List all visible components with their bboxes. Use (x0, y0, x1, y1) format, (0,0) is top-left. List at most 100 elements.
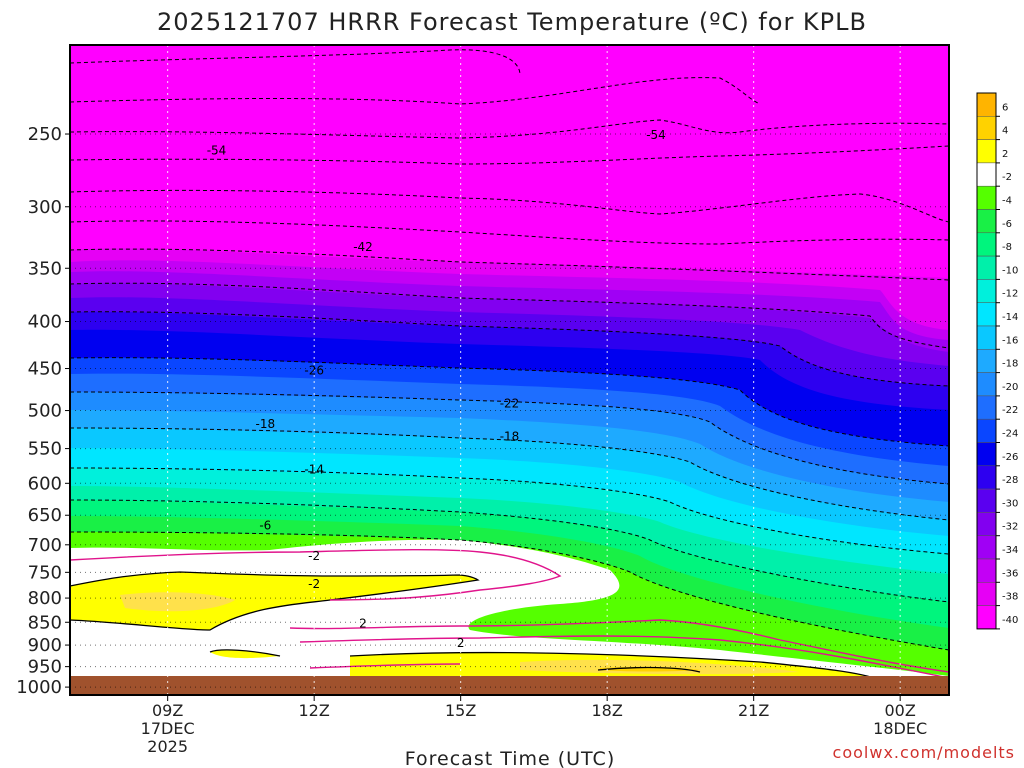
colorbar-swatch (976, 535, 997, 560)
credit-text: coolwx.com/modelts (833, 743, 1015, 762)
colorbar-label: -12 (1002, 289, 1018, 300)
colorbar-swatch (976, 349, 997, 373)
isotherm-label: -18 (256, 417, 276, 431)
y-tick-label: 250 (28, 124, 62, 145)
freezing-line (69, 548, 562, 601)
isotherm-line (69, 357, 950, 447)
isotherm-label: -18 (500, 429, 520, 443)
y-tick-label: 300 (28, 197, 62, 218)
band-plus2-to-4-upper (70, 572, 478, 630)
colorbar-label: -10 (1002, 265, 1018, 276)
isotherm-line (69, 467, 950, 555)
y-tick-label: 700 (28, 535, 62, 556)
grid-lines (70, 45, 949, 695)
isotherm-line (69, 189, 950, 223)
y-tick-label: 900 (28, 635, 62, 656)
x-tick-label: 12Z (299, 701, 330, 720)
isotherm-label: -2 (308, 577, 320, 591)
contour-line (209, 649, 281, 657)
y-tick-label: 950 (28, 657, 62, 678)
colorbar-label: 4 (1002, 126, 1008, 137)
plot-frame (69, 44, 950, 696)
colorbar-label: -28 (1002, 475, 1018, 486)
isotherm-line (69, 499, 950, 603)
contour-line (597, 666, 701, 673)
colorbar-label: -14 (1002, 312, 1018, 323)
contour-line (69, 571, 480, 631)
isotherm-label: -22 (500, 397, 520, 411)
isotherm-line (69, 248, 950, 281)
isotherm-labels: -54-54-42-26-22-18-18-14-6-2-222 (207, 128, 666, 650)
colorbar-label: 6 (1002, 102, 1008, 113)
colorbar-label: -32 (1002, 522, 1018, 533)
y-tick-label: 650 (28, 505, 62, 526)
colorbar-label: -36 (1002, 568, 1018, 579)
temperature-fill-bands (70, 45, 949, 696)
colorbar-label: -34 (1002, 545, 1018, 556)
colorbar-label: -22 (1002, 405, 1018, 416)
colorbar-swatch (976, 139, 997, 164)
colorbar-swatch (976, 512, 997, 536)
colorbar-label: -8 (1002, 242, 1012, 253)
colorbar-swatch (976, 488, 997, 513)
colorbar-swatch (976, 325, 997, 350)
y-tick-label: 600 (28, 473, 62, 494)
x-axis-label: Forecast Time (UTC) (405, 748, 615, 768)
colorbar-swatch (976, 418, 997, 443)
colorbar-swatch (976, 395, 997, 420)
y-tick-label: 450 (28, 359, 62, 380)
y-tick-label: 550 (28, 439, 62, 460)
colorbar-label: -26 (1002, 452, 1018, 463)
colorbar-swatch (976, 582, 997, 606)
colorbar-swatch (976, 209, 997, 234)
y-tick-label: 1000 (16, 677, 62, 698)
y-tick-label: 850 (28, 612, 62, 633)
colorbar-frame (976, 92, 997, 630)
colorbar-swatch (976, 279, 997, 303)
x-tick-label: 18Z (592, 701, 623, 720)
contour-line (349, 651, 881, 681)
isotherm-line (69, 427, 950, 521)
colorbar: 6 4 2 -2 -4 -6 -8 -10 -12 -14 -16 -18 -20 -22 -24 -26 -2… (976, 92, 1018, 630)
isotherm-line (69, 311, 950, 387)
freezing-line (309, 663, 461, 669)
isotherm-line (69, 145, 950, 165)
ground-surface (70, 676, 949, 695)
x-tick-label: 00Z (885, 701, 916, 720)
freezing-line (289, 619, 950, 673)
isotherm-label: -6 (259, 518, 271, 532)
x-tick-label: 17DEC (141, 719, 195, 738)
isotherm-line (69, 531, 950, 651)
colorbar-swatch (976, 442, 997, 467)
isotherm-label: -2 (308, 549, 320, 563)
chart-title: 2025121707 HRRR Forecast Temperature (ºC… (157, 8, 867, 36)
colorbar-swatch (976, 185, 997, 210)
colorbar-label: -2 (1002, 172, 1012, 183)
isotherm-line (69, 49, 521, 76)
isotherm-label: -26 (304, 363, 324, 377)
x-tick-label: 09Z (152, 701, 183, 720)
colorbar-swatch (976, 558, 997, 583)
y-axis-ticks: 2503003504004505005506006507007508008509… (16, 124, 70, 698)
colorbar-label: -6 (1002, 219, 1012, 230)
x-tick-label: 15Z (445, 701, 476, 720)
y-tick-label: 400 (28, 312, 62, 333)
colorbar-swatch (976, 605, 997, 630)
y-tick-label: 500 (28, 401, 62, 422)
isotherm-line (69, 391, 950, 485)
y-tick-label: 750 (28, 562, 62, 583)
y-tick-label: 800 (28, 588, 62, 609)
isotherm-line (69, 282, 950, 349)
colorbar-label: -4 (1002, 196, 1012, 207)
colorbar-swatch (976, 302, 997, 327)
isotherm-label: -54 (207, 144, 227, 158)
colorbar-swatch (976, 465, 997, 490)
isotherm-line (69, 119, 950, 139)
isotherm-line (69, 220, 950, 245)
isotherm-label: 2 (359, 616, 367, 630)
x-tick-label: 21Z (738, 701, 769, 720)
solid-contours (69, 571, 881, 681)
colorbar-swatch (976, 92, 997, 117)
